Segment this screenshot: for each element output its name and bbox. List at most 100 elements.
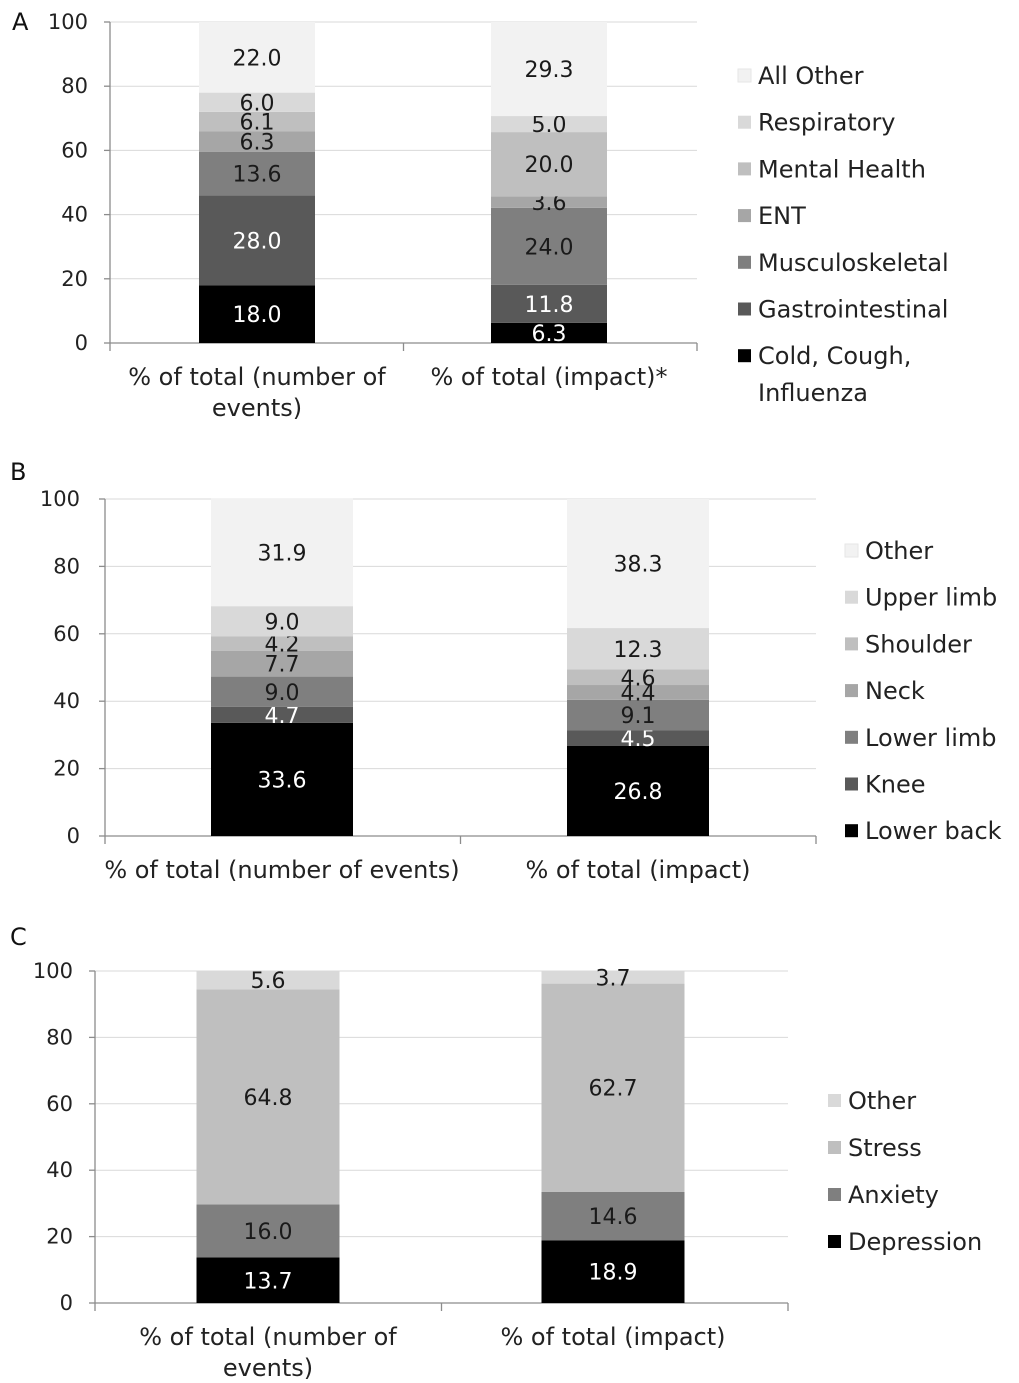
legend-label: Respiratory [758,109,896,137]
legend-label: Shoulder [865,630,972,658]
bar-segment [199,22,315,93]
legend-swatch [738,255,751,269]
data-label: 6.3 [240,131,275,156]
legend-label: Neck [865,677,925,705]
bar-segment [199,131,315,152]
bar-segment [199,92,315,112]
data-label: 22.0 [233,46,282,71]
y-tick-label: 60 [53,622,80,646]
bar-segment [211,498,353,607]
y-tick-label: 100 [33,959,73,983]
bar-segment [567,685,709,700]
data-label: 6.1 [240,111,275,136]
x-category-label: events) [223,1354,313,1382]
data-label: 11.8 [525,293,574,318]
panel-letter: B [10,458,26,486]
bar-segment [211,606,353,637]
data-label: 24.0 [525,235,574,260]
bar-segment [541,1240,685,1303]
legend-label: Musculoskeletal [758,249,949,277]
bar-segment [491,22,607,117]
legend-label: Anxiety [848,1181,939,1209]
legend-swatch [828,1094,841,1107]
chart-panel-c: C 0 20 40 60 80 100 13.7 16.0 64.8 5.6 % of total (… [10,923,982,1382]
legend-label: Gastrointestinal [758,296,948,324]
bar-segment [211,722,353,836]
chart-panel-a: A02040608010018.028.013.66.36.16.022.0% … [12,8,949,422]
data-label: 14.6 [589,1205,638,1230]
data-label: 7.7 [265,653,300,678]
data-label: 62.7 [589,1077,638,1102]
data-label: 4.5 [621,727,656,752]
bar-segment [196,970,340,990]
data-label: 4.2 [265,633,300,658]
data-label: 31.9 [258,541,307,566]
bar-segment [567,669,709,686]
bar-segment [211,706,353,723]
legend-swatch [738,115,751,129]
data-label: 64.8 [244,1086,293,1111]
legend-label: All Other [758,62,864,90]
legend-swatch [845,730,858,744]
legend-swatch [845,637,858,651]
bar-segment [567,745,709,836]
x-category-label: % of total (number of [128,363,386,391]
x-category-label: % of total (impact) [500,1323,725,1351]
data-label: 26.8 [614,780,663,805]
data-label: 28.0 [233,229,282,254]
data-label: 4.7 [265,704,300,729]
y-tick-label: 80 [46,1025,73,1049]
legend-swatch [828,1188,841,1201]
legend-swatch [845,590,858,604]
data-label: 29.3 [525,58,574,83]
y-tick-label: 0 [67,824,80,848]
panel-letter: A [12,8,29,36]
legend-label: Lower limb [865,724,996,752]
data-label: 9.0 [265,610,300,635]
data-label: 6.0 [240,91,275,116]
bar-segment [211,650,353,677]
legend-swatch [737,68,752,83]
legend-label: Lower back [865,817,1002,845]
y-tick-label: 80 [53,554,80,578]
legend-swatch [828,1235,841,1248]
legend-swatch [845,824,858,838]
y-tick-label: 0 [75,331,88,355]
data-label: 5.0 [532,113,567,138]
bar-segment [491,207,607,285]
legend-label: Mental Health [758,155,926,183]
y-tick-label: 40 [53,689,80,713]
x-category-label: events) [212,394,302,422]
data-label: 9.0 [265,681,300,706]
data-label: 3.7 [596,966,631,991]
data-label: 16.0 [244,1220,293,1245]
data-label: 9.1 [621,704,656,729]
y-tick-label: 20 [53,757,80,781]
legend-swatch [845,684,858,698]
x-category-label: % of total (number of events) [104,856,459,884]
legend-swatch [738,162,751,176]
bar-segment [491,196,607,208]
legend-swatch [845,777,858,791]
bar-segment [491,284,607,323]
legend-swatch [828,1141,841,1154]
bar-segment [211,676,353,707]
bar-segment [567,699,709,731]
legend-swatch [738,349,751,363]
bar-segment [199,151,315,196]
data-label: 6.3 [532,322,567,347]
legend-label: Influenza [758,379,868,407]
legend-swatch [738,209,751,223]
data-label: 4.4 [621,681,656,706]
legend-swatch [844,543,859,558]
y-tick-label: 100 [40,487,80,511]
data-label: 38.3 [614,553,663,578]
bar-segment [199,195,315,286]
bar-segment [541,971,685,984]
bar-segment [196,1257,340,1303]
bar-segment [541,1191,685,1241]
data-label: 33.6 [258,768,307,793]
data-label: 20.0 [525,153,574,178]
